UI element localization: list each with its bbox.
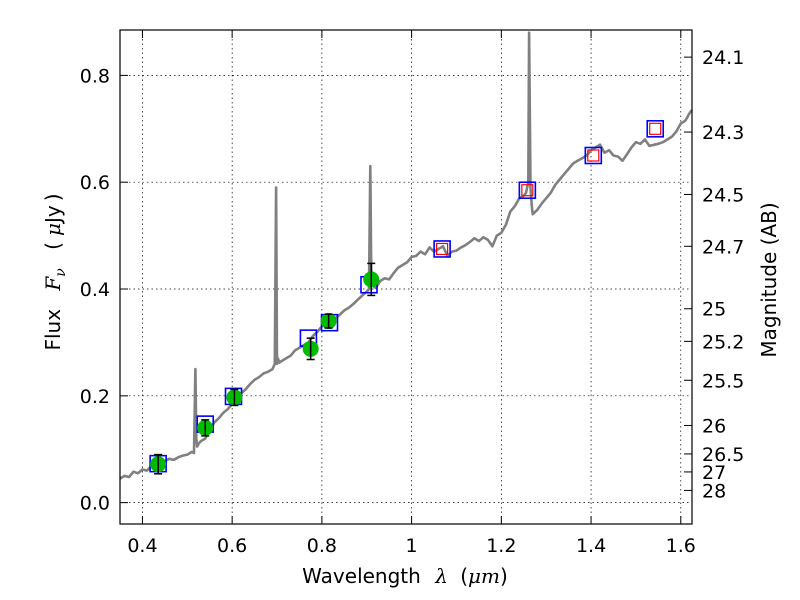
x-tick-label: 0.6 bbox=[217, 535, 247, 557]
x-tick-label: 1 bbox=[406, 535, 418, 557]
model-inner-marker bbox=[436, 242, 449, 256]
y-tick-label: 0.8 bbox=[80, 65, 110, 87]
x-axis-label-symbol: λ bbox=[434, 564, 448, 588]
magnitude-tick-label: 26 bbox=[702, 415, 726, 437]
plot-frame bbox=[119, 29, 693, 525]
x-axis-unit-close: ) bbox=[500, 564, 508, 588]
y-tick-label: 0.4 bbox=[80, 279, 110, 301]
model-box-marker bbox=[646, 120, 665, 138]
right-axis-label: Magnitude (AB) bbox=[757, 202, 781, 357]
x-tick-label: 0.8 bbox=[307, 535, 337, 557]
axis-ticks: 0.4 0.6 0.8 1 1.2 1.4 1.6 0.0 0.2 0.4 0.6 0.8 24.1 24… bbox=[80, 30, 744, 557]
model-inner-marker bbox=[521, 184, 534, 197]
y-axis-label-symbol: F bbox=[41, 276, 65, 292]
x-tick-label: 1.2 bbox=[486, 535, 516, 557]
model-box-marker bbox=[433, 240, 451, 258]
photometry-markers bbox=[149, 120, 665, 475]
magnitude-tick-label: 26.5 bbox=[702, 444, 744, 466]
magnitude-tick-label: 25.2 bbox=[702, 331, 744, 353]
y-axis-label-subscript: ν bbox=[53, 268, 69, 277]
y-axis-unit-open: ( bbox=[41, 242, 65, 250]
x-axis-unit: μm bbox=[468, 564, 500, 588]
spectrum-line bbox=[119, 31, 694, 480]
x-axis-unit-open: ( bbox=[460, 564, 468, 588]
y-tick-label: 0.6 bbox=[80, 172, 110, 194]
model-inner-marker bbox=[649, 122, 662, 135]
x-tick-label: 1.6 bbox=[666, 535, 696, 557]
x-tick-label: 0.4 bbox=[127, 535, 157, 557]
x-tick-label: 1.4 bbox=[576, 535, 606, 557]
model-box-marker bbox=[584, 146, 603, 165]
model-inner-marker bbox=[587, 149, 600, 162]
y-axis-unit-close: ) bbox=[41, 193, 65, 201]
magnitude-tick-label: 24.5 bbox=[702, 184, 744, 206]
grid bbox=[120, 30, 692, 524]
y-axis-label-text: Flux bbox=[41, 309, 65, 351]
x-axis-label: Wavelength λ (μm) bbox=[302, 564, 508, 588]
magnitude-tick-label: 28 bbox=[702, 480, 726, 502]
magnitude-tick-label: 25.5 bbox=[702, 370, 744, 392]
magnitude-tick-label: 27 bbox=[702, 462, 726, 484]
magnitude-tick-label: 24.3 bbox=[702, 122, 744, 144]
spectrum-series bbox=[119, 31, 694, 480]
y-tick-label: 0.0 bbox=[80, 493, 110, 515]
magnitude-tick-label: 24.1 bbox=[702, 47, 744, 69]
magnitude-tick-label: 25 bbox=[702, 299, 726, 321]
y-tick-label: 0.2 bbox=[80, 386, 110, 408]
x-axis-label-text: Wavelength bbox=[302, 564, 421, 588]
y-axis-label: Flux Fν ( μJy) bbox=[41, 193, 70, 350]
y-axis-unit: Jy bbox=[41, 205, 65, 225]
model-box-marker bbox=[518, 181, 537, 200]
y-axis-unit-mu: μ bbox=[41, 223, 65, 236]
magnitude-tick-label: 24.7 bbox=[702, 236, 744, 258]
